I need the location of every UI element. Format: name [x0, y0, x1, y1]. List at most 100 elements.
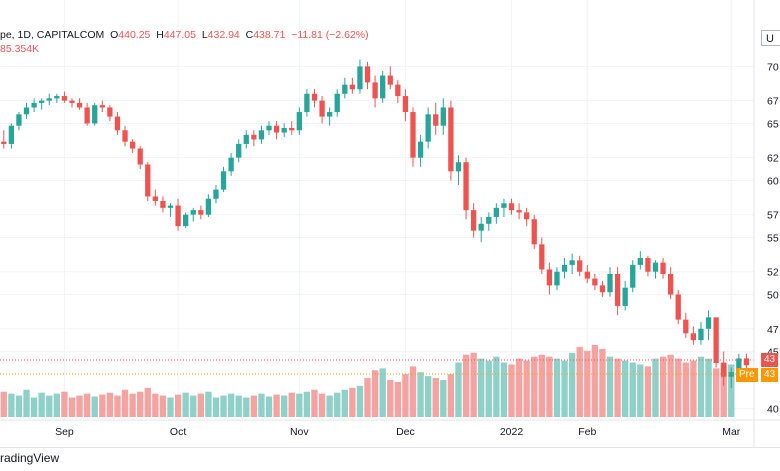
candle: [410, 107, 416, 167]
candle: [486, 212, 492, 231]
candle: [554, 267, 560, 290]
candle-body: [167, 205, 174, 208]
candle: [39, 98, 45, 110]
volume-bar: [606, 356, 614, 417]
candle: [645, 255, 651, 277]
candle-body: [273, 125, 280, 133]
candle: [296, 107, 302, 135]
candle: [637, 251, 643, 270]
candle: [372, 75, 378, 108]
candle: [577, 255, 583, 277]
volume-bar: [659, 356, 667, 417]
symbol-label: pe, 1D, CAPITALCOM: [0, 29, 105, 41]
close-value: 438.71: [253, 29, 286, 41]
candle-body: [183, 214, 189, 227]
volume-bar: [121, 389, 129, 417]
candle: [236, 139, 242, 163]
candle-body: [622, 287, 628, 306]
volume-bar: [591, 345, 599, 417]
volume-bar: [720, 362, 727, 417]
candle: [8, 123, 15, 149]
candle: [183, 212, 189, 229]
candle: [675, 289, 681, 325]
candle: [152, 189, 158, 206]
volume-bar: [243, 397, 250, 417]
candle-body: [743, 358, 750, 366]
candle-body: [546, 269, 553, 286]
candle-body: [92, 105, 98, 124]
candle-body: [660, 262, 666, 274]
candle-body: [46, 98, 52, 101]
candle-body: [607, 274, 613, 293]
candle: [160, 196, 166, 213]
candle: [470, 203, 477, 238]
candle: [402, 89, 409, 122]
candle: [501, 198, 507, 217]
volume-bar: [432, 378, 439, 417]
brand-label: radingView: [0, 451, 60, 465]
candle: [107, 105, 113, 122]
candle-body: [705, 317, 712, 329]
candle: [122, 125, 128, 147]
candle-body: [54, 96, 60, 99]
candle-body: [357, 66, 363, 90]
candle: [198, 205, 204, 220]
volume-bar: [197, 393, 204, 417]
volume-bar: [114, 395, 121, 417]
candle-body: [122, 130, 128, 142]
candle: [531, 214, 537, 249]
candle: [84, 102, 90, 126]
volume-bar: [235, 395, 242, 417]
volume-bar: [515, 358, 523, 417]
currency-button[interactable]: U: [761, 30, 780, 46]
volume-bar: [205, 391, 212, 417]
volume-bar: [576, 346, 583, 417]
volume-bar: [500, 362, 508, 417]
time-axis[interactable]: Sep Oct Nov Dec 2022 Feb Mar: [0, 419, 780, 438]
candle: [478, 216, 484, 243]
volume-bars: [0, 345, 735, 417]
volume-bar: [167, 397, 174, 417]
candle-body: [592, 278, 598, 286]
candle: [129, 139, 136, 154]
candle: [493, 203, 500, 224]
volume-legend: 85.354K: [0, 43, 40, 55]
volume-bar: [485, 360, 492, 417]
volume-bar: [644, 366, 652, 417]
candle: [380, 70, 386, 103]
volume-bar: [174, 394, 182, 417]
open-value: 440.25: [118, 29, 151, 41]
volume-bar: [621, 360, 629, 417]
candle-body: [372, 82, 378, 99]
volume-bar: [318, 393, 326, 417]
volume-bar: [265, 396, 273, 417]
volume-bar: [106, 392, 114, 417]
volume-bar: [462, 354, 470, 417]
volume-bar: [152, 393, 159, 417]
candle-body: [296, 112, 302, 131]
volume-bar: [675, 358, 682, 417]
time-axis-label: Feb: [578, 426, 596, 438]
price-axis-label: 45: [767, 347, 779, 359]
volume-bar: [409, 366, 417, 417]
candle-body: [516, 210, 522, 213]
time-axis-label: 2022: [500, 426, 524, 438]
candlestick-chart[interactable]: 70 67 65 62 60 57 55 52 50 47 45 40 Sep Oct Nov Dec 202…: [0, 0, 780, 447]
volume-bar: [220, 395, 227, 417]
candle-body: [145, 164, 151, 197]
candle: [516, 203, 522, 220]
candle-body: [599, 285, 606, 293]
candle: [622, 280, 628, 311]
candle: [698, 321, 704, 345]
price-axis-label: 67: [767, 96, 779, 108]
volume-bar: [478, 358, 485, 417]
candle: [76, 98, 83, 110]
candle-body: [448, 107, 454, 172]
candle-body: [137, 148, 143, 165]
premarket-label: Pre: [736, 368, 758, 382]
volume-bar: [303, 391, 311, 417]
volume-bar: [553, 358, 561, 417]
price-axis-label: 47: [767, 324, 779, 336]
candle-body: [395, 84, 401, 97]
volume-bar: [349, 387, 356, 417]
